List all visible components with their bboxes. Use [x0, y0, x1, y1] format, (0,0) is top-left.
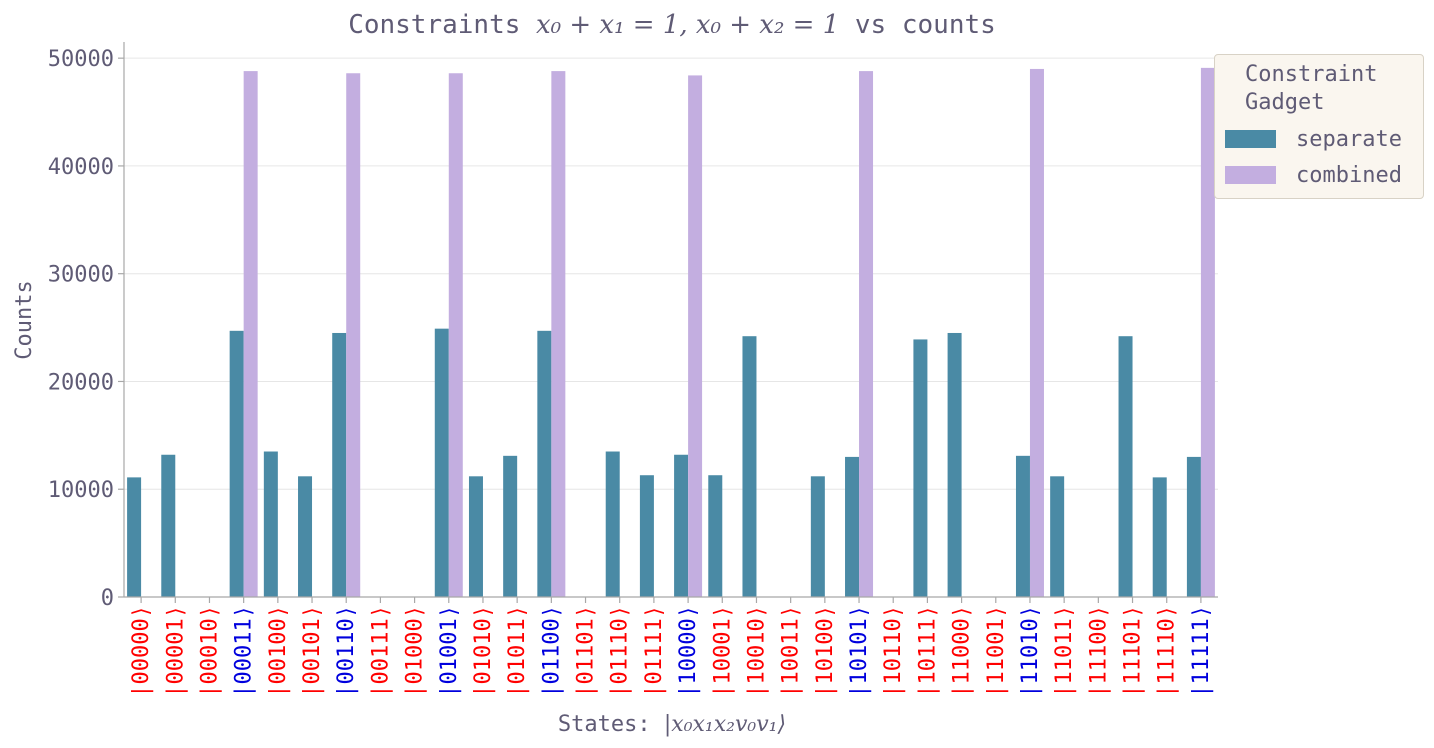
x-tick-label: |01110⟩	[608, 605, 633, 698]
y-tick-label: 0	[101, 586, 114, 611]
chart-title-prefix: Constraints	[348, 10, 536, 40]
bar-separate	[1152, 477, 1167, 597]
bar-separate	[810, 476, 825, 597]
x-axis-label: States: |x₀x₁x₂v₀v₁⟩	[558, 712, 786, 737]
x-tick-label: |00010⟩	[197, 605, 222, 698]
bar-combined	[346, 73, 361, 597]
x-tick-label: |11000⟩	[950, 605, 975, 698]
x-tick-label: |01011⟩	[505, 605, 530, 698]
legend-item-separate: separate	[1225, 126, 1402, 152]
bar-separate	[537, 330, 552, 597]
legend-label-separate: separate	[1296, 126, 1402, 152]
x-tick-label: |10110⟩	[881, 605, 906, 698]
bar-separate	[468, 476, 483, 597]
x-tick-label: |10000⟩	[676, 605, 701, 698]
x-tick-label: |01000⟩	[403, 605, 428, 698]
x-axis-label-math: |x₀x₁x₂v₀v₁⟩	[664, 712, 786, 737]
bar-combined	[448, 73, 463, 597]
y-tick-label: 30000	[48, 263, 114, 288]
bar-separate	[161, 454, 176, 597]
y-tick-label: 40000	[48, 155, 114, 180]
bar-separate	[298, 476, 313, 597]
bar-separate	[674, 454, 689, 597]
x-tick-label: |01111⟩	[642, 605, 667, 698]
x-tick-label: |11011⟩	[1052, 605, 1077, 698]
legend-swatch-combined	[1225, 166, 1276, 184]
y-tick-label: 10000	[48, 478, 114, 503]
y-tick-label: 20000	[48, 370, 114, 395]
x-tick-label: |10010⟩	[744, 605, 769, 698]
x-tick-label: |00000⟩	[129, 605, 154, 698]
x-tick-label: |11110⟩	[1155, 605, 1180, 698]
bar-separate	[639, 475, 654, 597]
bar-separate	[605, 451, 620, 597]
bar-combined	[243, 71, 258, 597]
x-tick-label: |10111⟩	[915, 605, 940, 698]
x-tick-label: |00111⟩	[368, 605, 393, 698]
bar-combined	[1200, 67, 1215, 597]
legend-swatch-separate	[1225, 130, 1276, 148]
x-tick-label: |01010⟩	[471, 605, 496, 698]
legend-item-combined: combined	[1225, 162, 1402, 188]
x-tick-label: |00001⟩	[163, 605, 188, 698]
bar-combined	[859, 71, 874, 597]
x-tick-label: |10011⟩	[779, 605, 804, 698]
x-tick-label: |10101⟩	[847, 605, 872, 698]
bar-separate	[913, 339, 928, 597]
bar-separate	[1050, 476, 1065, 597]
bar-combined	[551, 71, 566, 597]
bar-combined	[688, 75, 703, 597]
x-tick-label: |00100⟩	[266, 605, 291, 698]
bar-separate	[947, 332, 962, 597]
bar-separate	[708, 475, 723, 597]
chart-title-suffix: vs counts	[839, 10, 996, 40]
x-tick-label: |10001⟩	[710, 605, 735, 698]
bars	[127, 67, 1215, 597]
x-tick-label: |01100⟩	[539, 605, 564, 698]
bar-combined	[1029, 68, 1044, 597]
x-tick-label: |11101⟩	[1121, 605, 1146, 698]
x-tick-label: |00101⟩	[300, 605, 325, 698]
x-tick-label: |00110⟩	[334, 605, 359, 698]
y-axis-ticks: 0 10000 20000 30000 40000 50000	[48, 47, 124, 611]
bar-separate	[263, 451, 278, 597]
bar-separate	[434, 328, 449, 597]
chart-title-math: x₀ + x₁ = 1, x₀ + x₂ = 1	[536, 10, 839, 40]
x-tick-label: |11111⟩	[1189, 605, 1214, 698]
x-tick-label: |01101⟩	[574, 605, 599, 698]
bar-separate	[332, 332, 347, 597]
chart-title: Constraints x₀ + x₁ = 1, x₀ + x₂ = 1 vs …	[348, 10, 996, 40]
x-axis-label-prefix: States:	[558, 712, 664, 737]
bar-separate	[1118, 336, 1133, 597]
legend-label-combined: combined	[1296, 162, 1402, 188]
bar-separate	[845, 456, 860, 597]
bar-separate	[503, 455, 518, 597]
legend-title: Constraint Gadget	[1245, 62, 1378, 115]
bar-separate	[127, 477, 142, 597]
x-tick-label: |11001⟩	[984, 605, 1009, 698]
bar-separate	[229, 330, 244, 597]
y-axis-label: Counts	[12, 280, 37, 359]
y-tick-label: 50000	[48, 47, 114, 72]
bar-separate	[1186, 456, 1201, 597]
x-tick-label: |01001⟩	[437, 605, 462, 698]
legend: Constraint Gadget separate combined	[1214, 54, 1424, 199]
x-tick-label: |11010⟩	[1018, 605, 1043, 698]
bar-separate	[742, 336, 757, 597]
bar-separate	[1015, 455, 1030, 597]
x-tick-label: |00011⟩	[232, 605, 257, 698]
x-tick-label: |11100⟩	[1086, 605, 1111, 698]
x-tick-label: |10100⟩	[813, 605, 838, 698]
x-axis-ticks: |00000⟩ |00001⟩ |00010⟩ |00011⟩ |00100⟩ |0010…	[129, 597, 1214, 698]
gridlines	[124, 57, 1218, 490]
